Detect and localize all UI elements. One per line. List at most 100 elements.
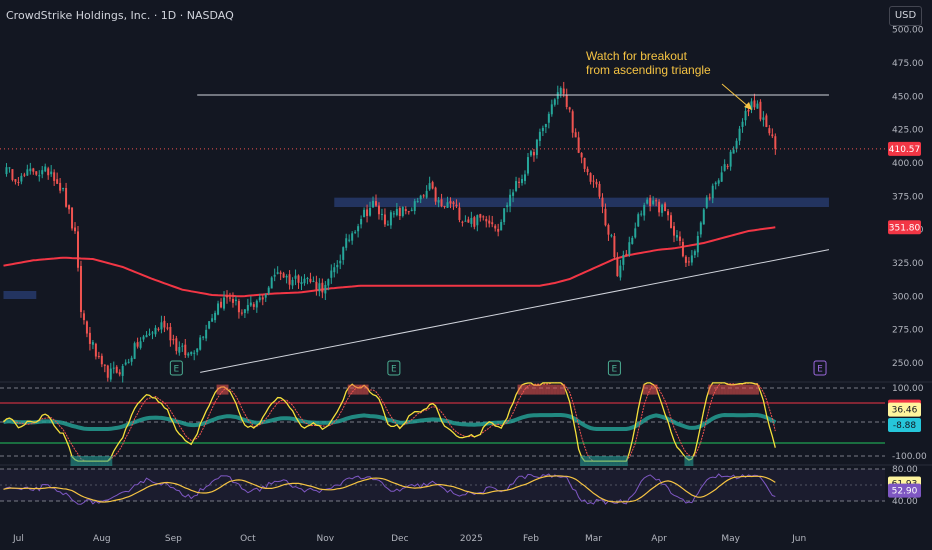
cci-oversold-block [106, 456, 110, 466]
candle [154, 327, 157, 335]
candle [386, 224, 389, 226]
candle [604, 208, 607, 226]
candle [217, 303, 220, 315]
candle [148, 333, 151, 335]
candle [363, 209, 366, 218]
cci-overbought-block [529, 384, 533, 395]
date-axis-tick: Jul [12, 534, 24, 544]
candle [473, 217, 476, 227]
candle [142, 336, 145, 340]
cci-overbought-block [714, 384, 718, 395]
candle [252, 304, 255, 307]
cci-oversold-block [97, 456, 101, 466]
candle [53, 172, 56, 181]
candle [178, 347, 181, 353]
candle [85, 321, 88, 334]
candle [345, 238, 348, 248]
candle [425, 190, 428, 198]
candle [41, 170, 44, 175]
candle [395, 209, 398, 216]
cci-oversold-block [580, 456, 584, 466]
date-axis-tick: Mar [585, 534, 602, 544]
candle [625, 253, 628, 256]
candle [559, 87, 562, 94]
candle [518, 181, 521, 183]
candle [601, 197, 604, 207]
cci-oversold-block [606, 456, 610, 466]
cci-oversold-block [583, 456, 587, 466]
candle [56, 179, 59, 184]
candle [375, 201, 377, 206]
candle [720, 172, 723, 182]
candle [741, 121, 744, 127]
candle [500, 222, 503, 231]
candle [431, 182, 434, 189]
moving-average-tag-box [888, 220, 921, 235]
date-axis-tick: Oct [240, 534, 256, 544]
candle [509, 194, 512, 207]
cci-overbought-block [562, 384, 566, 395]
moving-average-tag: 351.80 [888, 220, 921, 235]
candle [503, 208, 506, 223]
candle [449, 201, 452, 204]
candle [166, 327, 169, 329]
cci-overbought-block [744, 384, 748, 395]
cci-axis-tick: -100.00 [892, 452, 927, 462]
candle [175, 338, 178, 351]
candle [193, 352, 196, 354]
candle [565, 94, 568, 108]
candle [661, 204, 664, 213]
date-axis-tick: Nov [317, 534, 335, 544]
cci-overbought-block [359, 384, 363, 395]
candle [652, 200, 655, 205]
price-axis-tick: 250.00 [892, 359, 924, 369]
candle [47, 168, 50, 176]
breakout-annotation: Watch for breakout from ascending triang… [586, 49, 711, 77]
earnings-marker-label: E [173, 365, 179, 375]
annotation-line-2: from ascending triangle [586, 63, 711, 77]
candle [598, 183, 601, 197]
candle [693, 251, 696, 256]
price-axis-tick: 375.00 [892, 192, 924, 202]
candle [753, 100, 756, 108]
candle [446, 202, 449, 208]
candle [577, 137, 580, 153]
candle [306, 278, 309, 280]
candle [38, 175, 41, 177]
candle [20, 175, 23, 182]
currency-button[interactable]: USD [889, 6, 922, 26]
moving-average-line [3, 226, 776, 298]
candle [541, 127, 544, 132]
candle [354, 231, 357, 233]
candle [550, 104, 553, 115]
candle [637, 214, 640, 227]
cci-overbought-block [648, 384, 652, 395]
rsi-moving-average-line [3, 475, 776, 503]
candle [488, 220, 491, 224]
candle [109, 368, 112, 380]
candle [118, 372, 121, 375]
cci-overbought-block [755, 384, 759, 395]
candle [419, 195, 422, 200]
candle [455, 204, 458, 207]
candle [5, 167, 8, 175]
cci-overbought-block [538, 384, 542, 395]
candle [294, 275, 297, 279]
cci-overbought-block [219, 384, 223, 395]
candle [17, 181, 20, 183]
candle [94, 343, 97, 357]
candle [273, 274, 276, 277]
cci-overbought-block [541, 384, 545, 395]
candle [410, 209, 413, 211]
cci-overbought-block [726, 384, 730, 395]
cci-oversold-block [690, 456, 694, 466]
candle [199, 337, 202, 350]
candle [208, 321, 211, 329]
candle [768, 128, 771, 134]
price-axis-tick: 425.00 [892, 126, 924, 136]
candle [562, 88, 565, 94]
candle [699, 222, 702, 235]
cci-overbought-block [708, 384, 712, 395]
price-axis-tick: 300.00 [892, 292, 924, 302]
